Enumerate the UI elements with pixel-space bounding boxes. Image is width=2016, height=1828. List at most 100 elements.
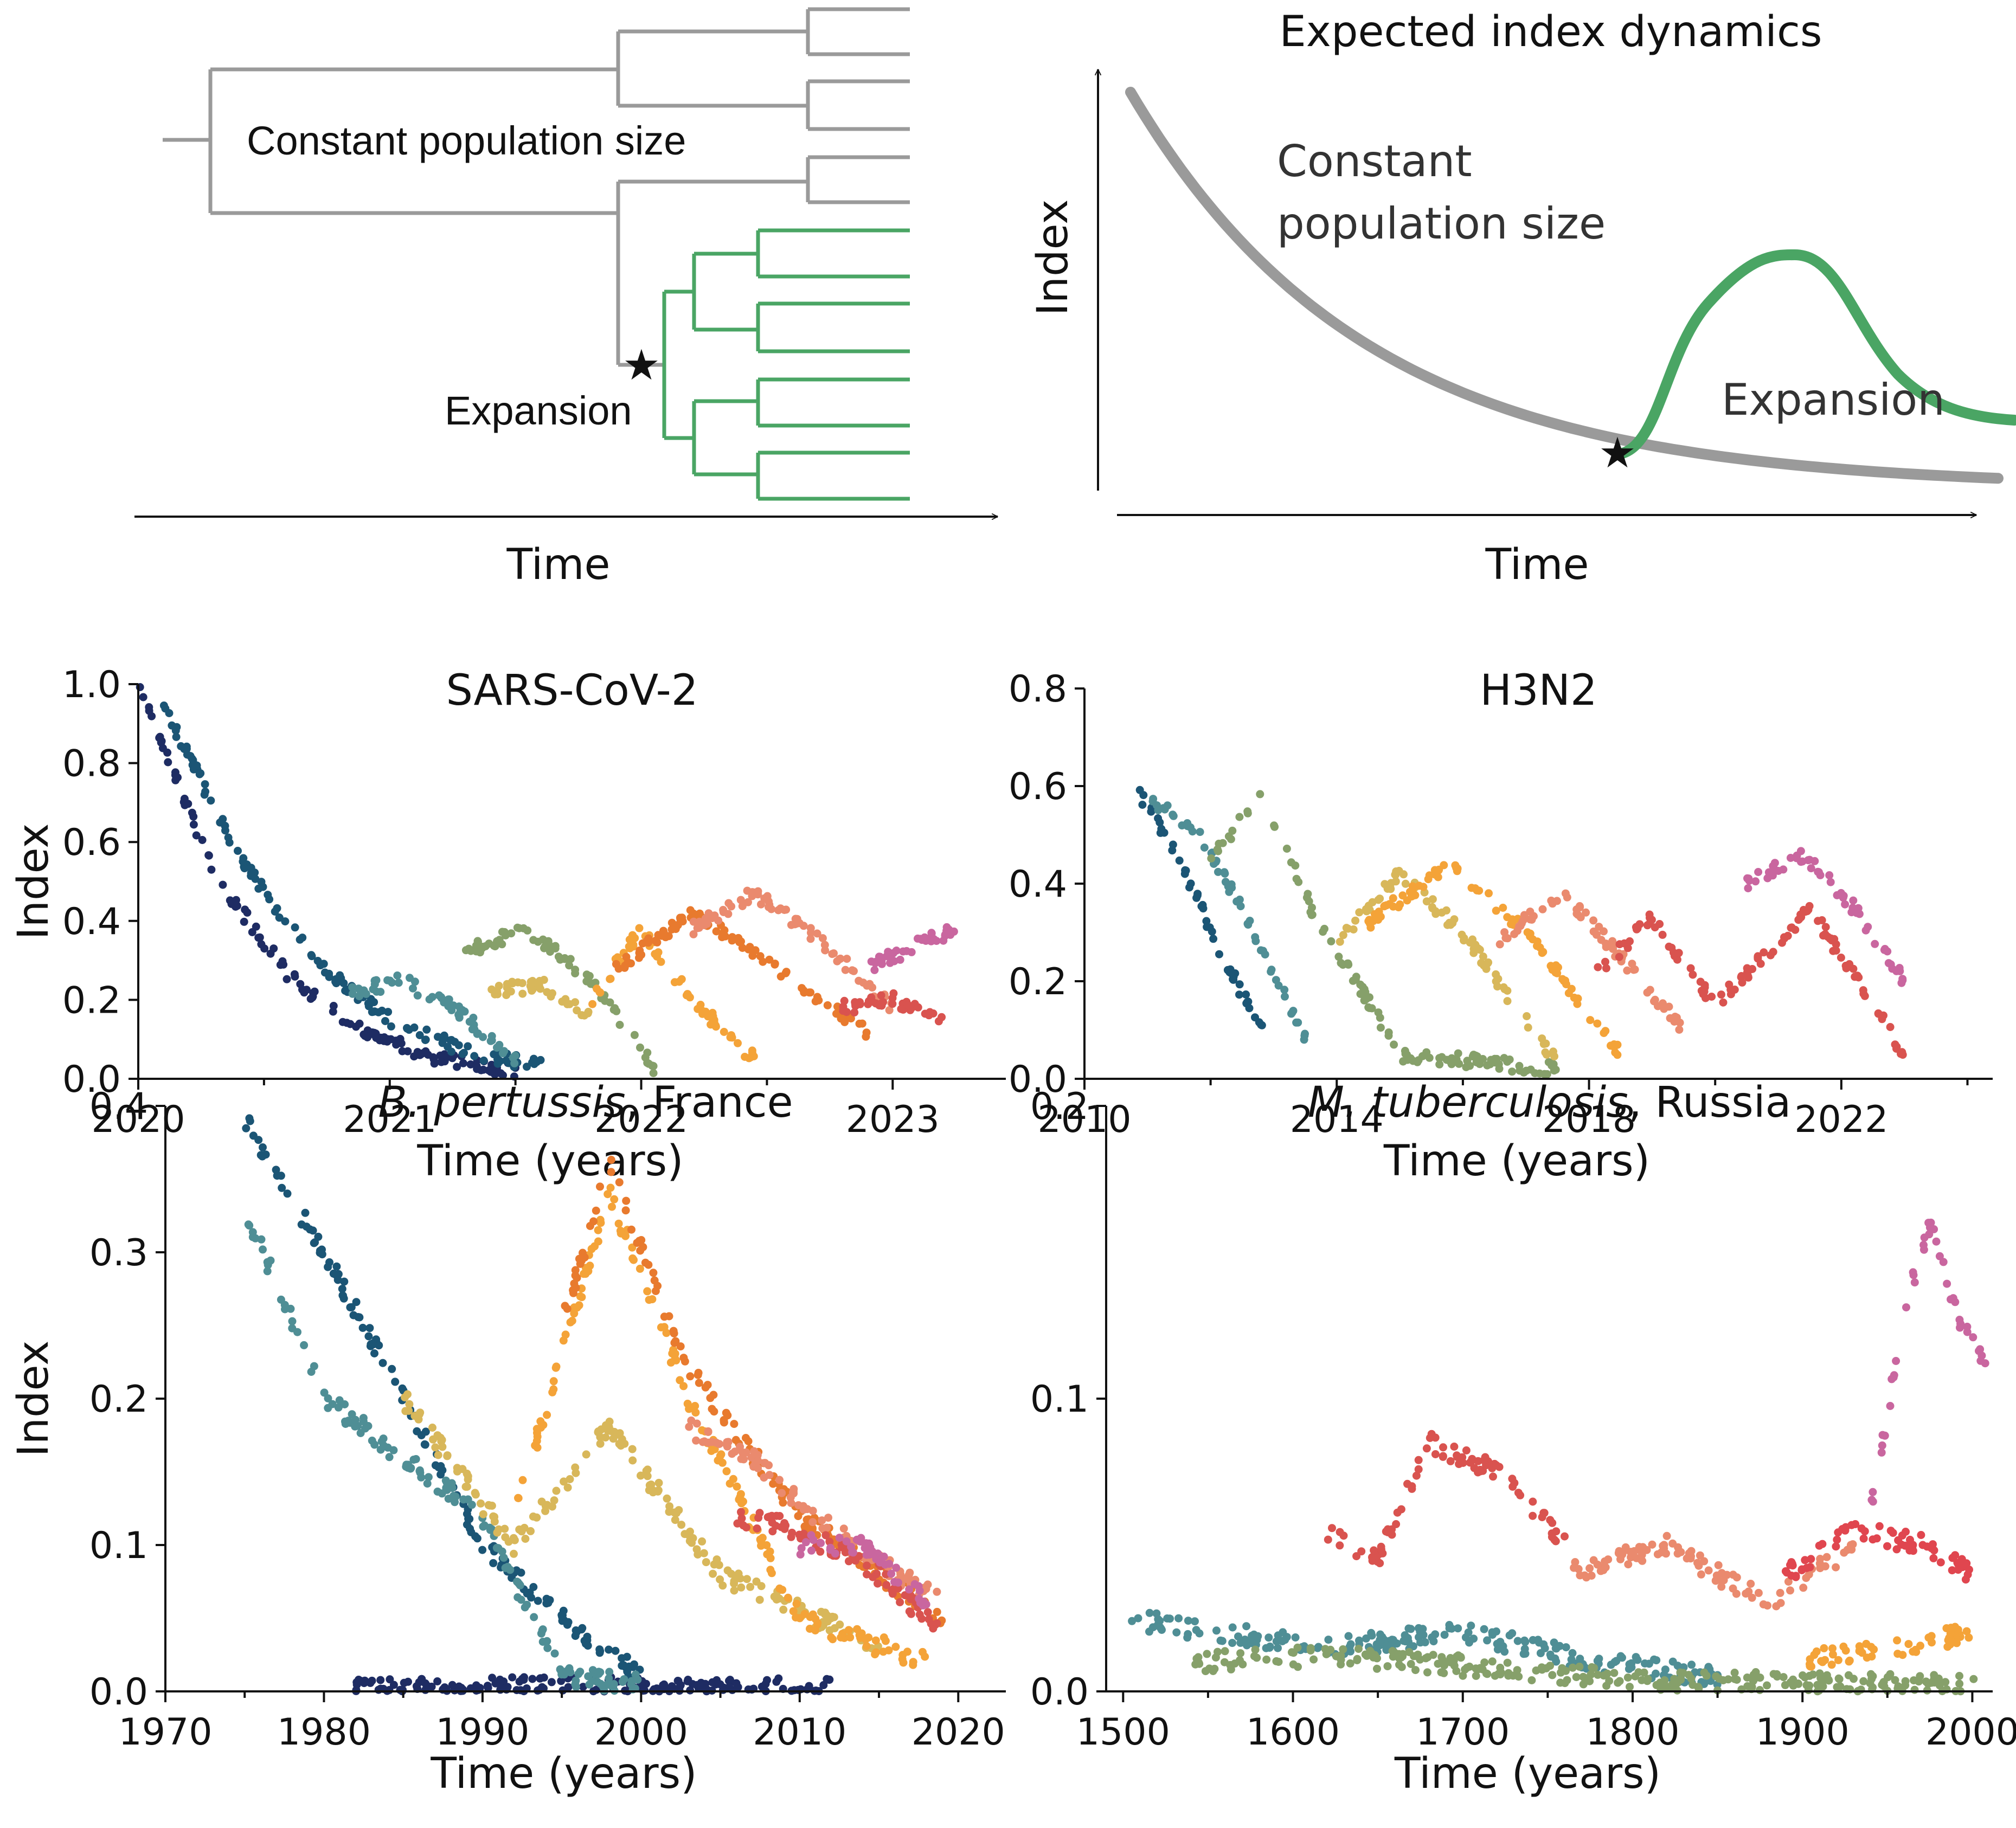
data-point [1883, 1542, 1891, 1550]
data-point [523, 926, 532, 935]
data-point [610, 1195, 619, 1203]
data-point [1453, 1453, 1461, 1462]
data-point [1594, 1670, 1602, 1679]
data-point [1624, 1560, 1633, 1569]
data-point [1466, 1061, 1474, 1070]
data-point [271, 907, 279, 916]
data-point [332, 979, 341, 988]
data-point [841, 1548, 850, 1556]
data-point [424, 1473, 433, 1482]
data-point [1561, 889, 1570, 898]
data-point [1513, 1666, 1521, 1675]
data-point [1293, 1643, 1302, 1652]
data-point [618, 1677, 627, 1686]
data-point [428, 993, 436, 1001]
data-point [1232, 897, 1241, 906]
data-points [242, 1114, 946, 1696]
data-point [771, 960, 779, 969]
data-point [1585, 1564, 1594, 1573]
data-point [1437, 1653, 1446, 1662]
data-point [1207, 854, 1216, 862]
data-point [1805, 1671, 1814, 1680]
data-point [1634, 1668, 1643, 1677]
data-point [1529, 935, 1537, 944]
data-point [1446, 1654, 1455, 1662]
data-point [1754, 952, 1762, 961]
data-point [387, 1022, 395, 1031]
data-point [780, 906, 789, 914]
data-point [1513, 1637, 1522, 1645]
data-point [1814, 867, 1822, 876]
data-point [877, 991, 885, 1000]
data-point [1726, 986, 1735, 994]
data-point [1337, 1656, 1345, 1664]
data-point [1715, 1675, 1723, 1683]
data-point [1564, 989, 1573, 997]
data-point [1668, 1539, 1677, 1548]
data-point [884, 951, 893, 960]
data-point [1291, 1633, 1300, 1642]
data-point [1687, 1660, 1696, 1669]
data-point [766, 1566, 775, 1574]
data-point [207, 865, 216, 874]
data-point [680, 1357, 689, 1366]
data-point [1557, 1668, 1565, 1677]
data-point [1384, 1028, 1393, 1037]
data-point [368, 1437, 376, 1445]
data-point [1251, 937, 1260, 945]
data-point [1442, 906, 1450, 915]
data-point [1894, 1682, 1903, 1691]
data-point [853, 1625, 862, 1633]
data-point [885, 1560, 894, 1568]
data-point [1792, 1572, 1800, 1580]
data-point [758, 1534, 767, 1542]
data-point [145, 703, 153, 711]
data-point [1947, 1295, 1955, 1304]
data-point [502, 1057, 510, 1065]
data-point [1859, 986, 1867, 995]
data-point [702, 1558, 710, 1567]
data-point [635, 924, 644, 932]
data-point [839, 1007, 848, 1015]
data-point [1787, 923, 1795, 932]
data-point [1886, 1670, 1895, 1678]
data-point [628, 1456, 637, 1465]
data-point [1220, 1658, 1229, 1666]
data-point [1174, 1614, 1183, 1623]
data-point [550, 1496, 558, 1505]
data-point [710, 1407, 718, 1416]
data-point [1779, 865, 1788, 874]
data-point [694, 1550, 702, 1559]
data-point [863, 1570, 871, 1579]
data-point [1500, 1054, 1508, 1063]
data-point [806, 988, 815, 997]
data-point [1423, 1668, 1431, 1677]
data-point [1854, 904, 1863, 912]
data-point [728, 1450, 736, 1458]
data-point [1712, 1571, 1721, 1580]
data-point [385, 1453, 394, 1462]
data-point [914, 934, 922, 943]
data-point [471, 1489, 479, 1497]
data-point [688, 1680, 697, 1688]
data-point [1437, 1053, 1446, 1061]
data-point [244, 1220, 253, 1229]
data-point [391, 1378, 400, 1386]
data-point [1834, 1528, 1842, 1537]
data-point [467, 1501, 476, 1509]
data-point [1947, 1637, 1956, 1645]
data-point [1927, 1218, 1935, 1227]
data-point [1336, 937, 1344, 946]
data-point [381, 1017, 389, 1025]
data-point [433, 1431, 442, 1440]
data-point [1951, 1551, 1960, 1560]
data-point [1529, 1497, 1537, 1506]
data-point [1169, 812, 1178, 820]
data-point [594, 1670, 603, 1678]
data-point [1139, 791, 1148, 800]
data-point [549, 1385, 558, 1394]
data-point [1503, 997, 1512, 1006]
data-point [1495, 1064, 1504, 1073]
data-point [676, 1376, 684, 1385]
data-point [301, 1208, 310, 1217]
